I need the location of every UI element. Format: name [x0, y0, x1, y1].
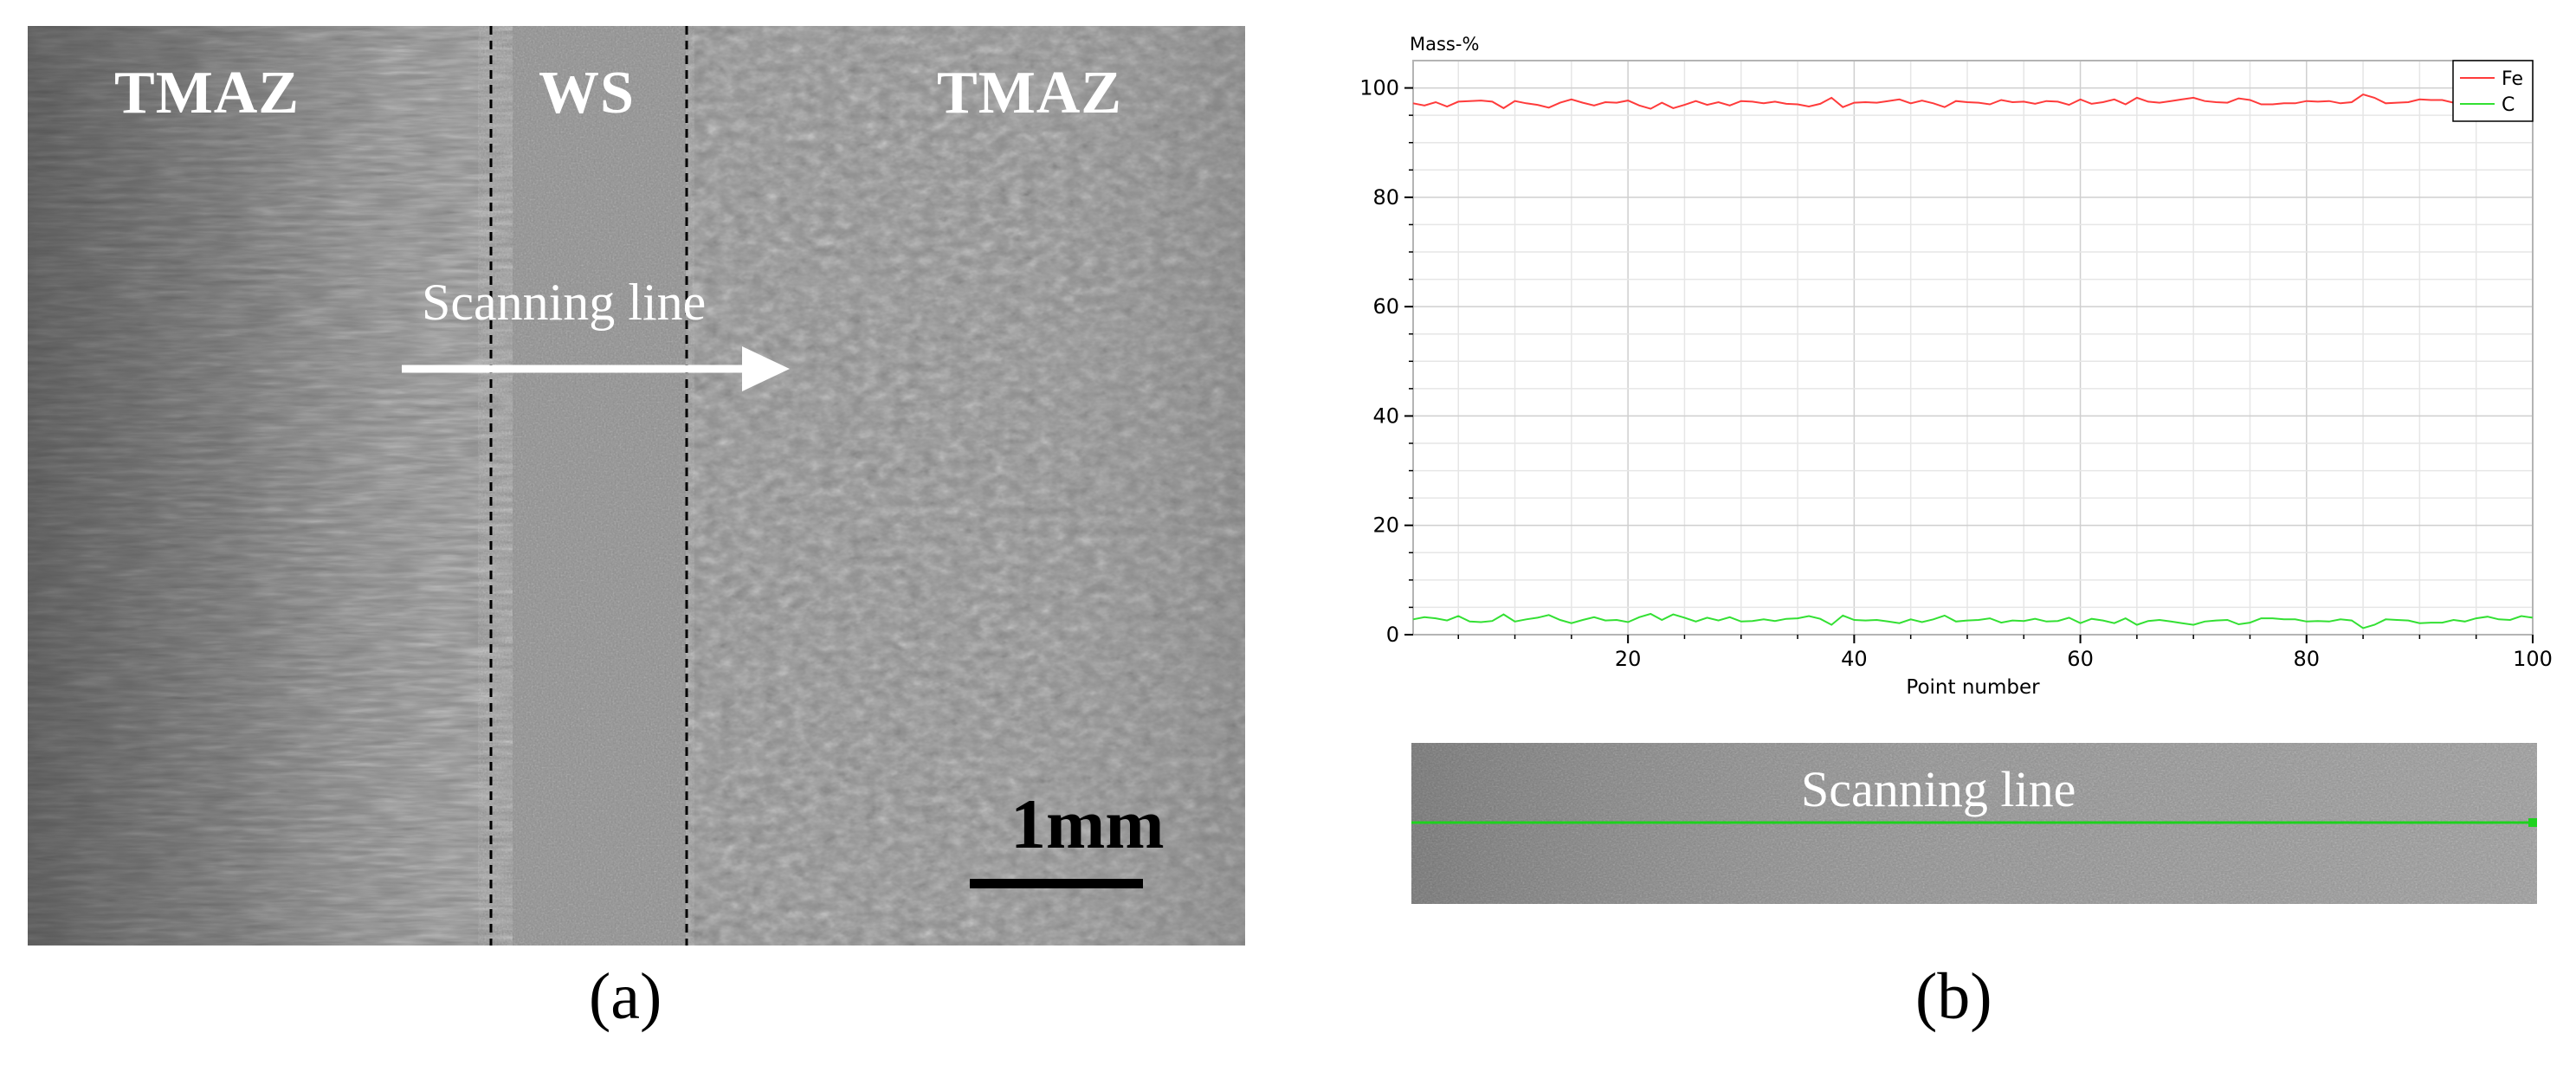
- legend-label-c: C: [2502, 94, 2515, 116]
- x-tick-label: 40: [1841, 647, 1868, 671]
- scanning-line-label-b: Scanning line: [1801, 761, 2076, 817]
- legend-box: [2452, 60, 2534, 122]
- scale-bar-label: 1mm: [1010, 784, 1165, 863]
- scan-strip-texture: [1411, 743, 2537, 904]
- x-tick-label: 80: [2294, 647, 2321, 671]
- y-tick-label: 0: [1386, 623, 1399, 647]
- chart-legend: Fe C: [2452, 60, 2534, 122]
- micrograph-panel: TMAZ WS TMAZ Scanning line 1mm: [28, 26, 1245, 946]
- tmaz-left-label: TMAZ: [114, 60, 300, 126]
- scanning-arrow: [402, 346, 790, 391]
- series-line-fe: [1412, 94, 2534, 110]
- scan-line-image: Scanning line: [1411, 743, 2537, 904]
- y-tick-label: 80: [1372, 185, 1399, 210]
- scanning-line-label: Scanning line: [422, 274, 707, 331]
- ws-label: WS: [539, 60, 635, 126]
- y-tick-label: 20: [1372, 513, 1399, 538]
- caption-b: (b): [1915, 960, 1992, 1033]
- legend-label-fe: Fe: [2502, 68, 2523, 90]
- x-axis-label: Point number: [1906, 676, 2040, 699]
- x-tick-label: 100: [2513, 647, 2553, 671]
- x-tick-label: 20: [1615, 647, 1642, 671]
- chart-grid: [1413, 61, 2533, 635]
- scan-line-endpoint: [2528, 818, 2537, 827]
- y-tick-label: 40: [1372, 403, 1399, 428]
- series-line-c: [1412, 612, 2534, 629]
- micrograph-image: [28, 26, 1245, 946]
- y-tick-label: 100: [1359, 76, 1399, 100]
- line-chart: 20 40 60 80 100 0 20 40 60 80 100 Mass-% Point num…: [1359, 34, 2553, 699]
- y-axis-label: Mass-%: [1410, 34, 1479, 55]
- plot-frame: [1412, 60, 2534, 636]
- scale-bar: [970, 879, 1143, 888]
- chart-series: [1412, 94, 2534, 629]
- caption-a: (a): [589, 960, 662, 1033]
- tmaz-right-label: TMAZ: [937, 60, 1122, 126]
- y-tick-label: 60: [1372, 294, 1399, 319]
- x-tick-label: 60: [2067, 647, 2094, 671]
- chart-ticks: 20 40 60 80 100 0 20 40 60 80 100: [1359, 76, 2553, 671]
